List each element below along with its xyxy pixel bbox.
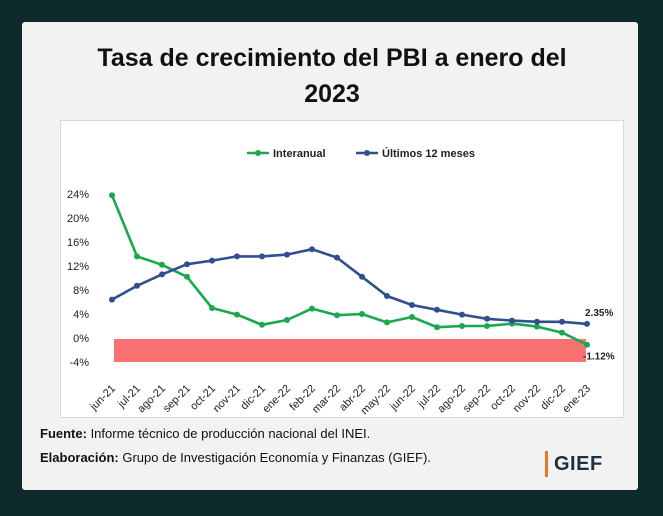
data-point: [159, 271, 165, 278]
data-label-interanual: -1.12%: [583, 352, 615, 363]
x-tick-label: ago-22: [435, 383, 468, 416]
x-tick-label: sep-21: [161, 383, 193, 415]
data-point: [459, 311, 465, 318]
series-line-interanual: [110, 194, 588, 346]
data-point: [234, 311, 240, 318]
gief-logo: GIEF: [545, 450, 603, 478]
data-point: [534, 318, 540, 325]
x-tick-label: mar-22: [310, 383, 343, 416]
data-point: [334, 254, 340, 261]
x-tick-label: nov-21: [211, 383, 243, 415]
data-point: [384, 319, 390, 326]
data-point: [434, 306, 440, 313]
data-point: [359, 273, 365, 280]
y-tick-label: 16%: [67, 237, 89, 249]
x-tick-label: sep-22: [461, 383, 493, 415]
logo-text: GIEF: [554, 452, 603, 475]
data-point: [184, 273, 190, 280]
data-point: [409, 302, 415, 308]
data-point: [484, 323, 490, 329]
data-point: [484, 315, 490, 322]
data-point: [559, 318, 565, 325]
source-label: Fuente:: [40, 426, 87, 441]
chart-card: Tasa de crecimiento del PBI a enero del …: [22, 22, 638, 490]
data-point: [584, 320, 590, 327]
y-tick-label: -4%: [69, 357, 89, 369]
data-point: [259, 253, 265, 260]
data-point: [159, 261, 165, 268]
data-point: [309, 305, 315, 312]
data-point: [359, 311, 365, 317]
source-note: Fuente: Informe técnico de producción na…: [40, 426, 370, 441]
x-tick-label: ene-22: [260, 383, 293, 416]
series-line-ultimos-12-meses: [111, 247, 588, 326]
data-point: [459, 323, 465, 329]
data-point: [334, 312, 340, 319]
data-point: [384, 293, 390, 299]
data-point: [234, 253, 240, 260]
source-text: Informe técnico de producción nacional d…: [86, 426, 371, 441]
y-tick-label: 8%: [73, 285, 89, 297]
credit-label: Elaboración:: [40, 450, 119, 465]
data-point: [434, 324, 440, 331]
data-label-12m: 2.35%: [585, 308, 613, 319]
legend-label: Últimos 12 meses: [382, 147, 475, 160]
logo-accent-bar: [545, 451, 548, 477]
x-tick-label: jun-21: [87, 383, 118, 414]
x-tick-label: jun-22: [387, 383, 418, 414]
x-tick-label: nov-22: [511, 383, 543, 415]
data-point: [134, 253, 140, 260]
x-tick-label: ene-23: [560, 383, 593, 416]
data-point: [209, 305, 215, 311]
data-point: [284, 317, 290, 323]
credit-text: Grupo de Investigación Economía y Finanz…: [118, 450, 431, 465]
credit-note: Elaboración: Grupo de Investigación Econ…: [40, 450, 431, 465]
data-point: [559, 329, 565, 336]
line-chart: 24%20%16%12%8%4%0%-4%jun-21jul-21ago-21s…: [67, 147, 615, 417]
data-point: [109, 192, 115, 199]
data-point: [209, 257, 215, 264]
x-tick-label: ago-21: [135, 383, 168, 416]
data-point: [284, 251, 290, 258]
plot-area: 24% 20% 16% 12% 8% 4% 0% -4% jun-21 jul-21 ago-21 s…: [60, 120, 624, 418]
legend-swatch-marker: [364, 150, 370, 156]
y-tick-label: 4%: [73, 309, 89, 321]
data-point: [259, 321, 265, 328]
y-tick-label: 12%: [67, 261, 89, 273]
data-point: [584, 341, 590, 348]
legend-label: Interanual: [273, 148, 326, 160]
data-point: [509, 317, 515, 324]
data-point: [184, 261, 190, 268]
data-point: [309, 246, 315, 253]
y-tick-label: 24%: [67, 189, 89, 201]
negative-band: [114, 339, 586, 362]
legend-swatch-marker: [255, 150, 261, 156]
y-tick-label: 0%: [73, 333, 89, 345]
chart-title: Tasa de crecimiento del PBI a enero del …: [97, 44, 567, 108]
data-point: [134, 282, 140, 289]
data-point: [109, 296, 115, 303]
y-tick-label: 20%: [67, 213, 89, 225]
data-point: [409, 314, 415, 320]
data-point: [534, 323, 540, 330]
